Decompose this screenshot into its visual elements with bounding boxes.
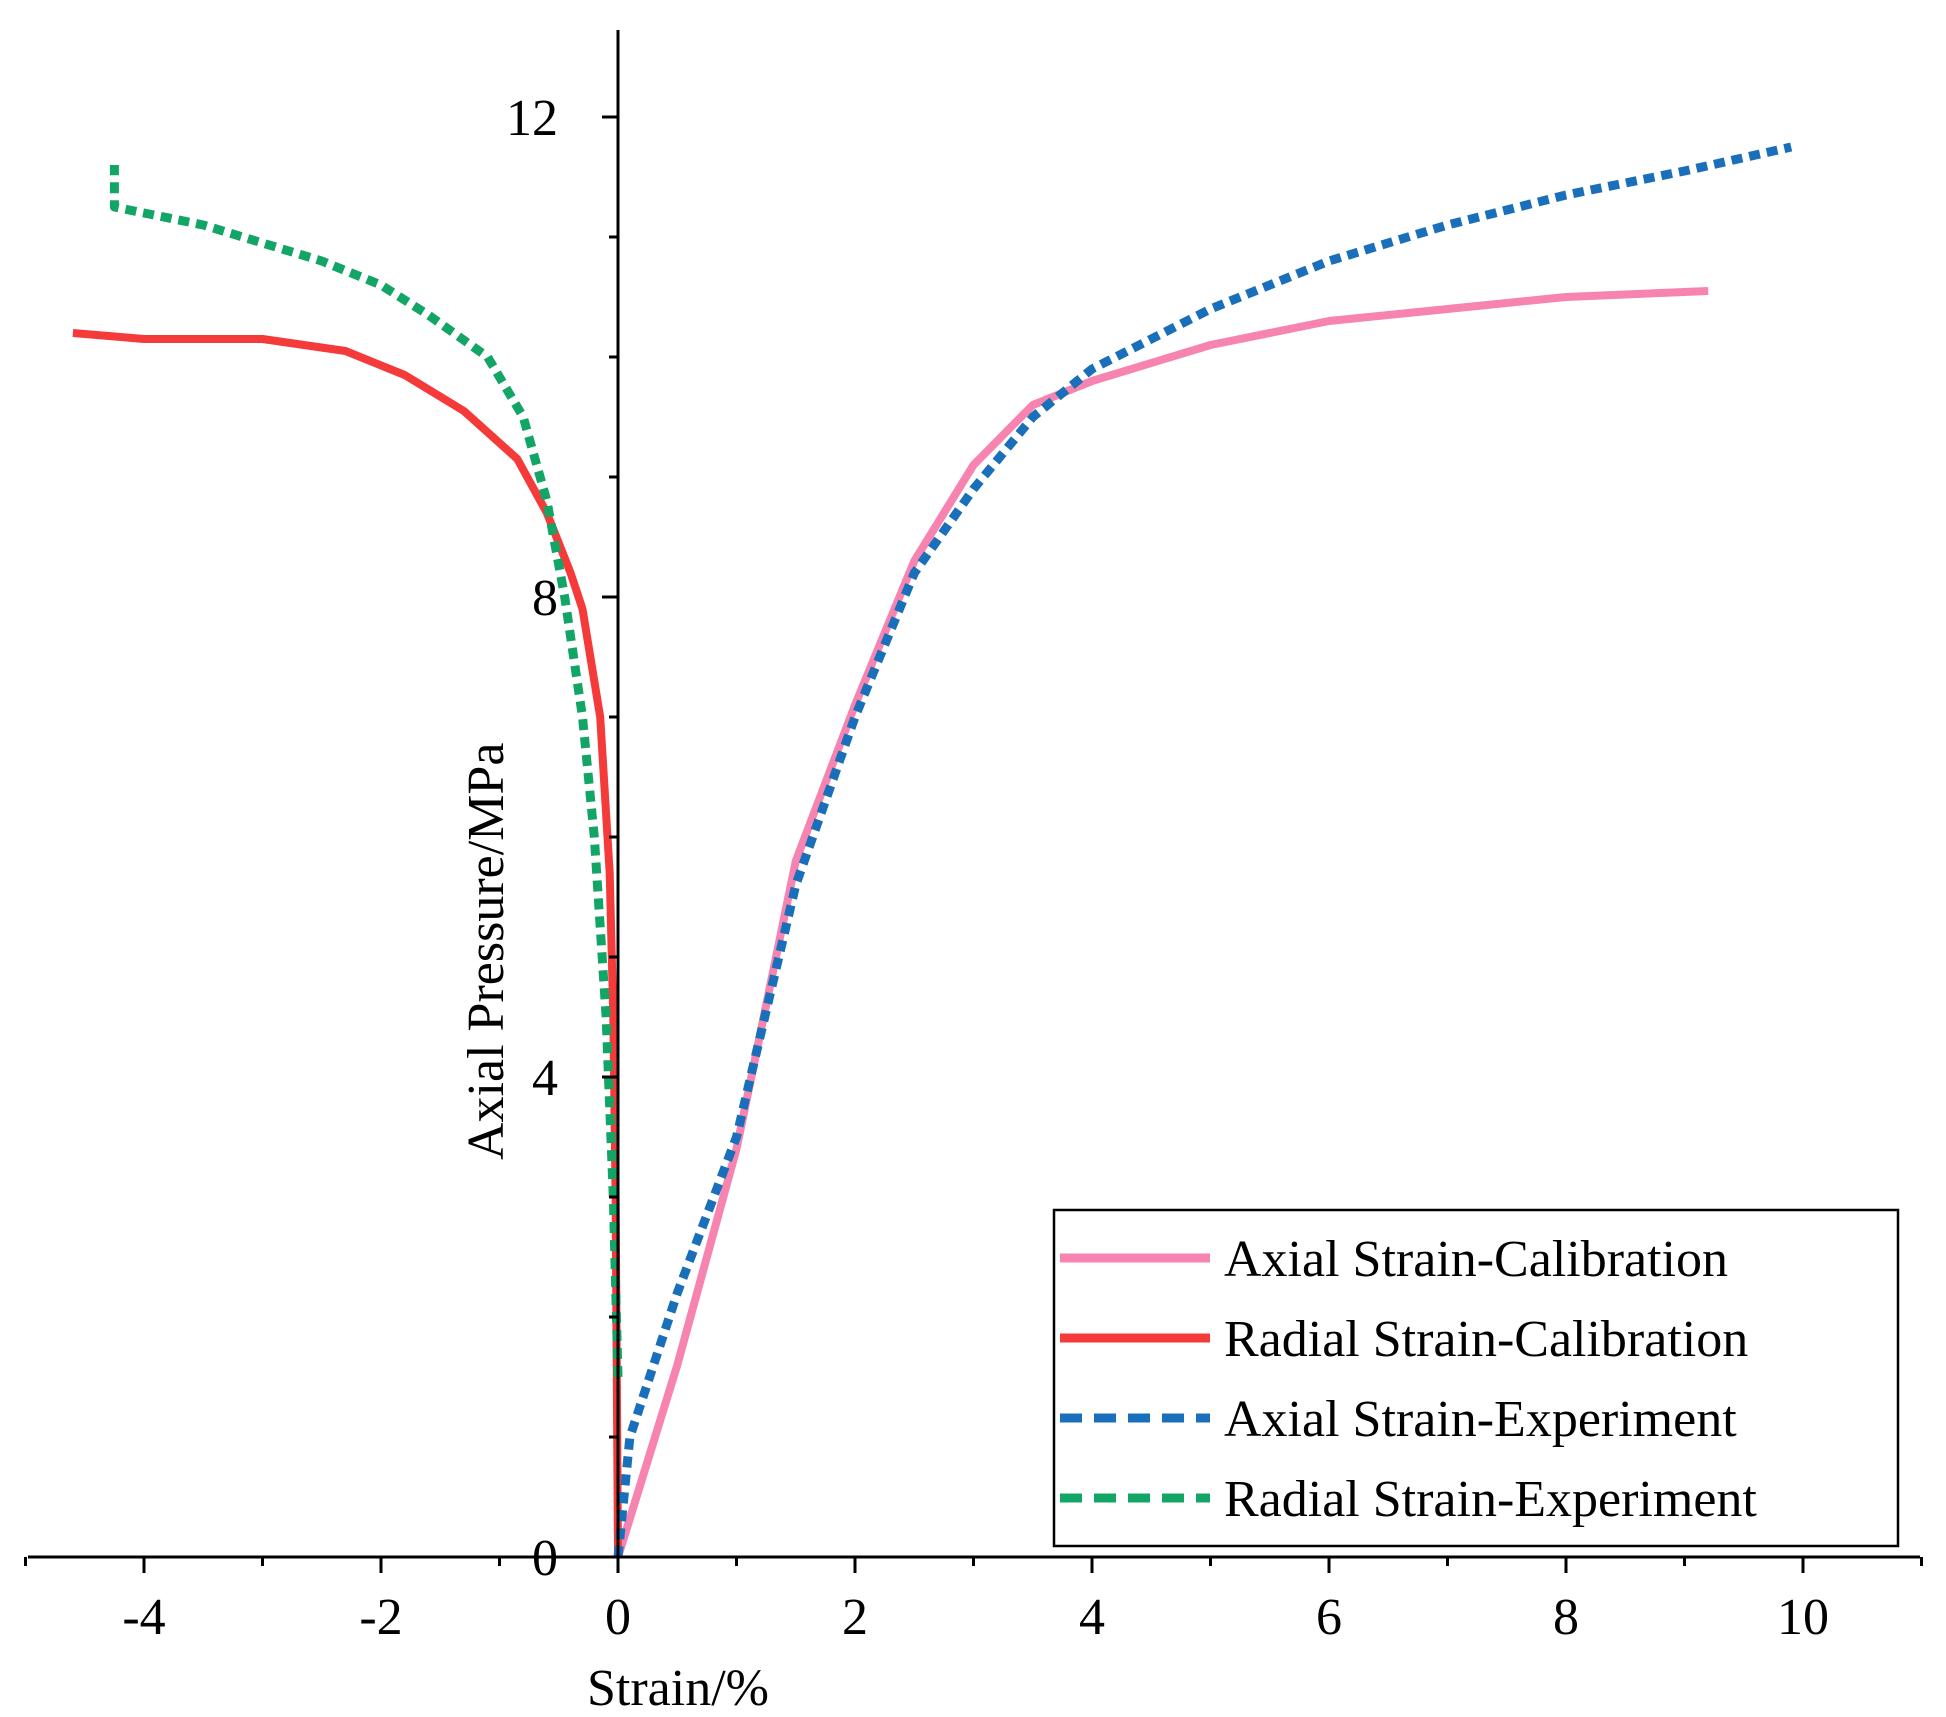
y-tick-label: 4 [532,1050,558,1107]
legend-label: Axial Strain-Calibration [1224,1231,1728,1288]
x-axis-ticks: -4 -2 0 2 4 6 8 10 [24,1557,1923,1646]
legend-label: Radial Strain-Experiment [1224,1471,1757,1528]
x-axis-title: Strain/% [587,1660,769,1717]
y-axis-title: Axial Pressure/MPa [458,743,515,1160]
series-line-radial-strain-experiment [109,165,623,1378]
y-axis-ticks: 0 4 8 12 [506,90,618,1587]
y-tick-label: 8 [532,570,558,627]
series-layer [72,142,1793,1559]
legend-label: Axial Strain-Experiment [1224,1391,1737,1448]
series-line-axial-strain-experiment [613,142,1793,1558]
x-tick-label: 8 [1553,1589,1579,1646]
y-tick-label: 12 [506,90,558,147]
x-tick-label: 4 [1079,1589,1105,1646]
y-tick-label: 0 [532,1530,558,1587]
x-tick-label: 2 [842,1589,868,1646]
x-tick-label: -4 [122,1589,165,1646]
x-tick-label: 10 [1777,1589,1829,1646]
x-tick-label: 0 [605,1589,631,1646]
legend-frame [1052,1208,1900,1548]
legend: Axial Strain-Calibration Radial Strain-Ca… [1052,1208,1900,1548]
legend-label: Radial Strain-Calibration [1224,1311,1748,1368]
series-line-radial-strain-calibration [72,329,622,1558]
x-tick-label: -2 [359,1589,402,1646]
x-tick-label: 6 [1316,1589,1342,1646]
